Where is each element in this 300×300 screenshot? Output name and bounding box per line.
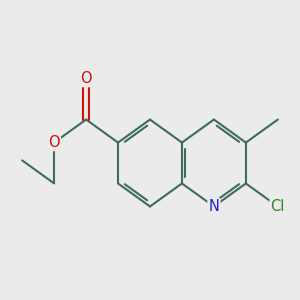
Text: N: N [208, 199, 219, 214]
Text: O: O [80, 71, 92, 86]
Text: O: O [48, 135, 60, 150]
Text: Cl: Cl [271, 199, 285, 214]
